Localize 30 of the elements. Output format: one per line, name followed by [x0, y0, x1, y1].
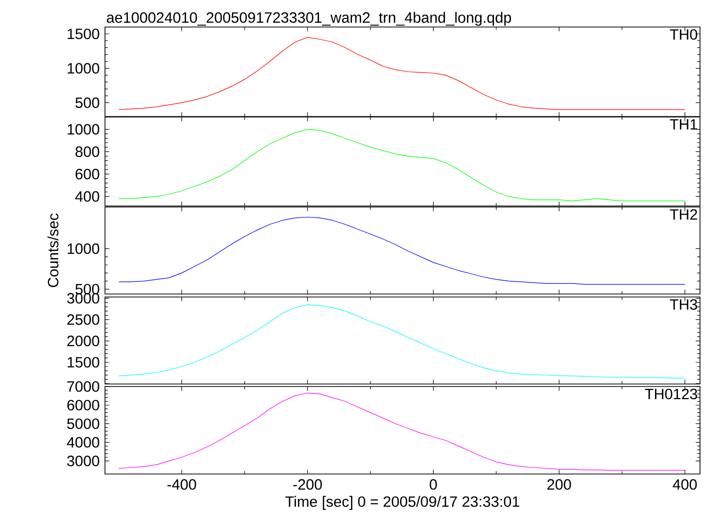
x-tick-label: -200 [293, 479, 322, 490]
y-tick-label: 400 [75, 191, 100, 202]
annotation: TH1 [670, 119, 698, 130]
y-tick-label: 3000 [67, 456, 100, 466]
y-tick-label: 1500 [68, 356, 100, 368]
annotation: TH3 [670, 299, 698, 310]
y-tick-label: 4000 [66, 437, 100, 448]
y-tick-label: 3000 [67, 292, 100, 304]
y-tick-label: 6000 [67, 400, 100, 410]
x-tick-label: 0 [430, 479, 437, 490]
y-tick-label: 2000 [67, 336, 100, 346]
y-tick-label: 1000 [68, 124, 100, 135]
y-axis-title: Counts/sec [47, 214, 58, 288]
annotation: TH0123 [644, 388, 698, 400]
chart-title: ae100024010_20050917233301_wam2_trn_4band_long.qdp [106, 12, 512, 26]
x-tick-label: 400 [672, 479, 697, 490]
x-tick-label: 200 [547, 479, 571, 490]
y-tick-label: 500 [75, 97, 100, 108]
y-tick-label: 800 [76, 146, 100, 157]
y-tick-label: 1500 [68, 28, 100, 40]
annotation: TH2 [670, 209, 698, 220]
y-tick-label: 5000 [67, 418, 100, 430]
y-tick-label: 600 [76, 168, 100, 180]
y-tick-label: 1000 [68, 243, 100, 254]
y-tick-label: 2500 [67, 314, 100, 325]
x-axis-title: Time [sec] 0 = 2005/09/17 23:33:01 [285, 496, 520, 510]
annotation: TH0 [670, 29, 698, 40]
y-tick-label: 1000 [68, 63, 100, 74]
y-tick-label: 7000 [67, 381, 100, 392]
x-tick-label: -400 [167, 479, 196, 490]
